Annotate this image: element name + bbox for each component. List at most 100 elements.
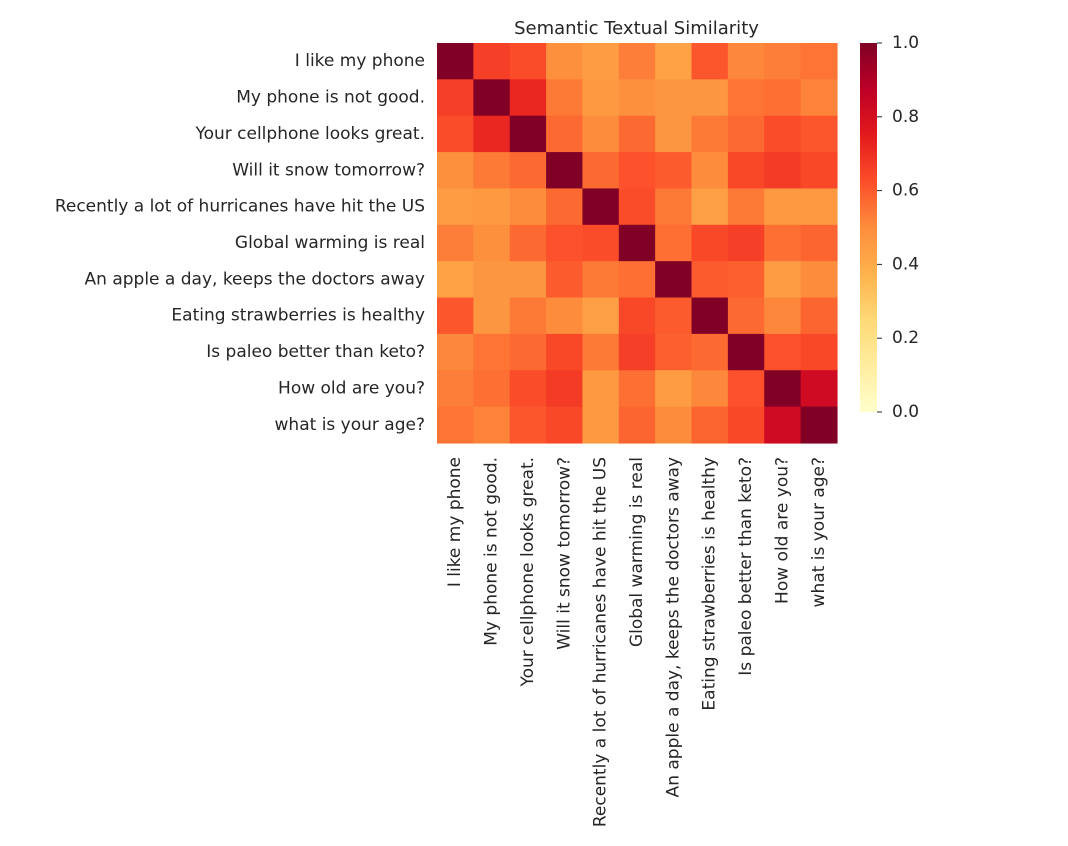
row-label: Your cellphone looks great. xyxy=(194,124,425,144)
colorbar-tick-label: 0.8 xyxy=(892,107,919,127)
heatmap-cell xyxy=(546,224,584,262)
heatmap-cell xyxy=(727,370,765,408)
heatmap-cell xyxy=(727,188,765,226)
column-label: How old are you? xyxy=(772,457,792,604)
heatmap-cell xyxy=(800,79,838,117)
heatmap-cell xyxy=(764,333,802,371)
heatmap-cell xyxy=(473,152,511,190)
heatmap-cell xyxy=(437,115,474,153)
heatmap-cell xyxy=(618,115,656,153)
column-label: My phone is not good. xyxy=(482,457,502,646)
heatmap-cell xyxy=(727,115,765,153)
row-label: what is your age? xyxy=(275,415,425,435)
heatmap-cell xyxy=(546,152,584,190)
heatmap-cell xyxy=(691,115,729,153)
heatmap-cell xyxy=(437,188,474,226)
column-label: Will it snow tomorrow? xyxy=(554,457,574,650)
heatmap-cell xyxy=(691,261,729,299)
row-label: Is paleo better than keto? xyxy=(206,342,425,362)
heatmap-cell xyxy=(655,370,693,408)
heatmap-cell xyxy=(764,115,802,153)
heatmap-cell xyxy=(509,224,547,262)
heatmap-cell xyxy=(691,370,729,408)
heatmap-cell xyxy=(473,224,511,262)
heatmap-cell xyxy=(691,333,729,371)
heatmap-cell xyxy=(727,79,765,117)
heatmap-cell xyxy=(582,43,620,80)
heatmap-cell xyxy=(764,297,802,335)
column-label: what is your age? xyxy=(809,457,829,607)
heatmap-cell xyxy=(473,188,511,226)
heatmap-cell xyxy=(473,406,511,444)
heatmap-cell xyxy=(546,43,584,80)
heatmap-cell xyxy=(437,224,474,262)
heatmap-cell xyxy=(618,188,656,226)
row-label: How old are you? xyxy=(278,378,425,398)
heatmap-cell xyxy=(437,297,474,335)
heatmap-cell xyxy=(655,152,693,190)
heatmap-cell xyxy=(437,261,474,299)
heatmap-cell xyxy=(582,152,620,190)
heatmap-cell xyxy=(546,297,584,335)
heatmap-cell xyxy=(727,261,765,299)
heatmap-cell xyxy=(473,333,511,371)
heatmap-cell xyxy=(800,370,838,408)
heatmap-cell xyxy=(582,224,620,262)
heatmap-cell xyxy=(546,188,584,226)
row-label: Will it snow tomorrow? xyxy=(232,160,425,180)
heatmap-cell xyxy=(727,406,765,444)
colorbar-tick-label: 1.0 xyxy=(892,33,919,53)
heatmap-cell xyxy=(509,79,547,117)
heatmap-cell xyxy=(691,297,729,335)
row-label: Eating strawberries is healthy xyxy=(171,306,425,326)
heatmap-cell xyxy=(546,333,584,371)
column-label: Is paleo better than keto? xyxy=(736,457,756,676)
row-label: Global warming is real xyxy=(235,233,425,253)
heatmap-cell xyxy=(509,406,547,444)
heatmap-cell xyxy=(618,79,656,117)
row-label: An apple a day, keeps the doctors away xyxy=(85,269,425,289)
heatmap-cell xyxy=(727,152,765,190)
heatmap-cell xyxy=(655,115,693,153)
column-label: Recently a lot of hurricanes have hit th… xyxy=(591,457,611,827)
heatmap-cell xyxy=(437,333,474,371)
heatmap-cell xyxy=(727,333,765,371)
heatmap-cell xyxy=(509,297,547,335)
heatmap-cell xyxy=(509,188,547,226)
heatmap-cell xyxy=(546,261,584,299)
heatmap-cell xyxy=(764,152,802,190)
heatmap-cell xyxy=(509,43,547,80)
heatmap-cell xyxy=(509,152,547,190)
heatmap-cell xyxy=(691,406,729,444)
heatmap-cell xyxy=(437,79,474,117)
heatmap-cell xyxy=(800,261,838,299)
colorbar-ticks: 0.0 0.2 0.4 0.6 0.8 1.0 xyxy=(877,33,919,422)
column-label: Eating strawberries is healthy xyxy=(700,457,720,711)
heatmap-cell xyxy=(800,224,838,262)
heatmap-cell xyxy=(655,43,693,80)
heatmap-cell xyxy=(509,261,547,299)
heatmap-cell xyxy=(582,370,620,408)
heatmap-cell xyxy=(655,297,693,335)
column-labels: I like my phone My phone is not good. Your… xyxy=(445,457,829,827)
heatmap-cell xyxy=(764,79,802,117)
heatmap-cell xyxy=(655,333,693,371)
heatmap-cell xyxy=(473,43,511,80)
column-label: Your cellphone looks great. xyxy=(518,457,538,688)
heatmap-cell xyxy=(582,297,620,335)
heatmap-cell xyxy=(473,115,511,153)
heatmap-cell xyxy=(691,79,729,117)
heatmap-cell xyxy=(691,188,729,226)
heatmap-cell xyxy=(509,370,547,408)
heatmap-cell xyxy=(800,152,838,190)
column-label: An apple a day, keeps the doctors away xyxy=(663,457,683,797)
heatmap-cell xyxy=(618,224,656,262)
heatmap-cell xyxy=(437,370,474,408)
row-label: I like my phone xyxy=(295,51,425,71)
colorbar-tick-label: 0.6 xyxy=(892,181,919,201)
heatmap-cell xyxy=(473,261,511,299)
heatmap-cell xyxy=(618,261,656,299)
heatmap-cell xyxy=(618,370,656,408)
heatmap-cell xyxy=(800,297,838,335)
